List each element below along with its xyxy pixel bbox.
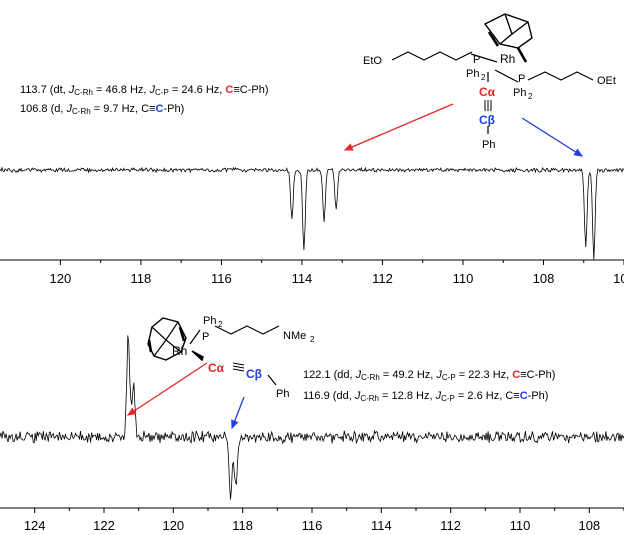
bottom-ph-label: Ph: [276, 388, 289, 400]
bottom-ph2-sub: 2: [218, 320, 223, 329]
bottom-blue-arrow: [231, 396, 245, 430]
x-tick-label: 114: [292, 271, 313, 286]
bottom-x-axis: 124 122 120 118 116 114 112 110 108: [0, 507, 624, 533]
x-tick-label: 112: [440, 518, 461, 533]
top-blue-arrow: [521, 117, 584, 157]
top-c-beta-label: Cβ: [479, 113, 495, 127]
bottom-annotation-2: 116.9 (dd, JC-Rh = 12.8 Hz, JC-P = 2.6 H…: [303, 390, 549, 403]
x-tick-label: 114: [371, 518, 392, 533]
top-red-arrow: [343, 103, 454, 151]
x-tick-label: 106: [613, 271, 624, 286]
top-c-alpha-label: Cα: [479, 85, 496, 99]
top-x-axis: 120 118 116 114 112 110 108 106: [0, 259, 624, 286]
top-ph2-2-sub: 2: [528, 92, 533, 101]
bottom-c-alpha-label: Cα: [208, 361, 225, 375]
top-spectrum-trace: [0, 166, 624, 260]
x-tick-label: 110: [510, 518, 531, 533]
top-rh-complex-structure: EtO OEt P Ph 2 Rh P Ph 2 Cα Cβ Ph: [363, 13, 616, 151]
bottom-rh-complex-structure: Ph 2 P NMe 2 Rh Cα Cβ Ph: [147, 315, 315, 400]
bottom-spectrum-trace: [0, 335, 624, 500]
bottom-nme2-sub: 2: [310, 335, 315, 344]
x-tick-label: 122: [93, 518, 115, 533]
x-tick-label: 116: [302, 518, 323, 533]
top-annotation-2: 106.8 (d, JC-Rh = 9.7 Hz, C≡C-Ph): [20, 103, 185, 116]
bottom-red-arrow: [126, 362, 208, 416]
top-oet-label: OEt: [597, 75, 616, 87]
top-ph-label: Ph: [482, 139, 495, 151]
x-tick-label: 108: [578, 518, 600, 533]
x-tick-label: 118: [232, 518, 253, 533]
x-tick-label: 108: [533, 271, 555, 286]
bottom-c-beta-label: Cβ: [246, 367, 262, 381]
top-ph2-1-label: Ph: [466, 68, 479, 80]
x-tick-label: 118: [131, 271, 152, 286]
top-ph2-2-label: Ph: [513, 87, 526, 99]
top-rh-label: Rh: [500, 52, 515, 66]
x-tick-label: 116: [211, 271, 232, 286]
x-tick-label: 120: [50, 271, 72, 286]
x-tick-label: 124: [24, 518, 46, 533]
bottom-rh-label: Rh: [172, 344, 187, 358]
bottom-ph2-label: Ph: [203, 315, 216, 327]
bottom-p-label: P: [202, 331, 209, 343]
x-tick-label: 110: [453, 271, 474, 286]
bottom-annotation-1: 122.1 (dd, JC-Rh = 49.2 Hz, JC-P = 22.3 …: [303, 369, 556, 382]
top-p2-label: P: [518, 73, 525, 85]
top-annotation-1: 113.7 (dt, JC-Rh = 46.8 Hz, JC-P = 24.6 …: [20, 84, 269, 97]
top-eto-label: EtO: [363, 55, 382, 67]
top-ph2-1-sub: 2: [481, 73, 486, 82]
top-p1-label: P: [473, 54, 480, 66]
x-tick-label: 120: [162, 518, 184, 533]
x-tick-label: 112: [372, 271, 393, 286]
bottom-nme2-label: NMe: [283, 330, 306, 342]
